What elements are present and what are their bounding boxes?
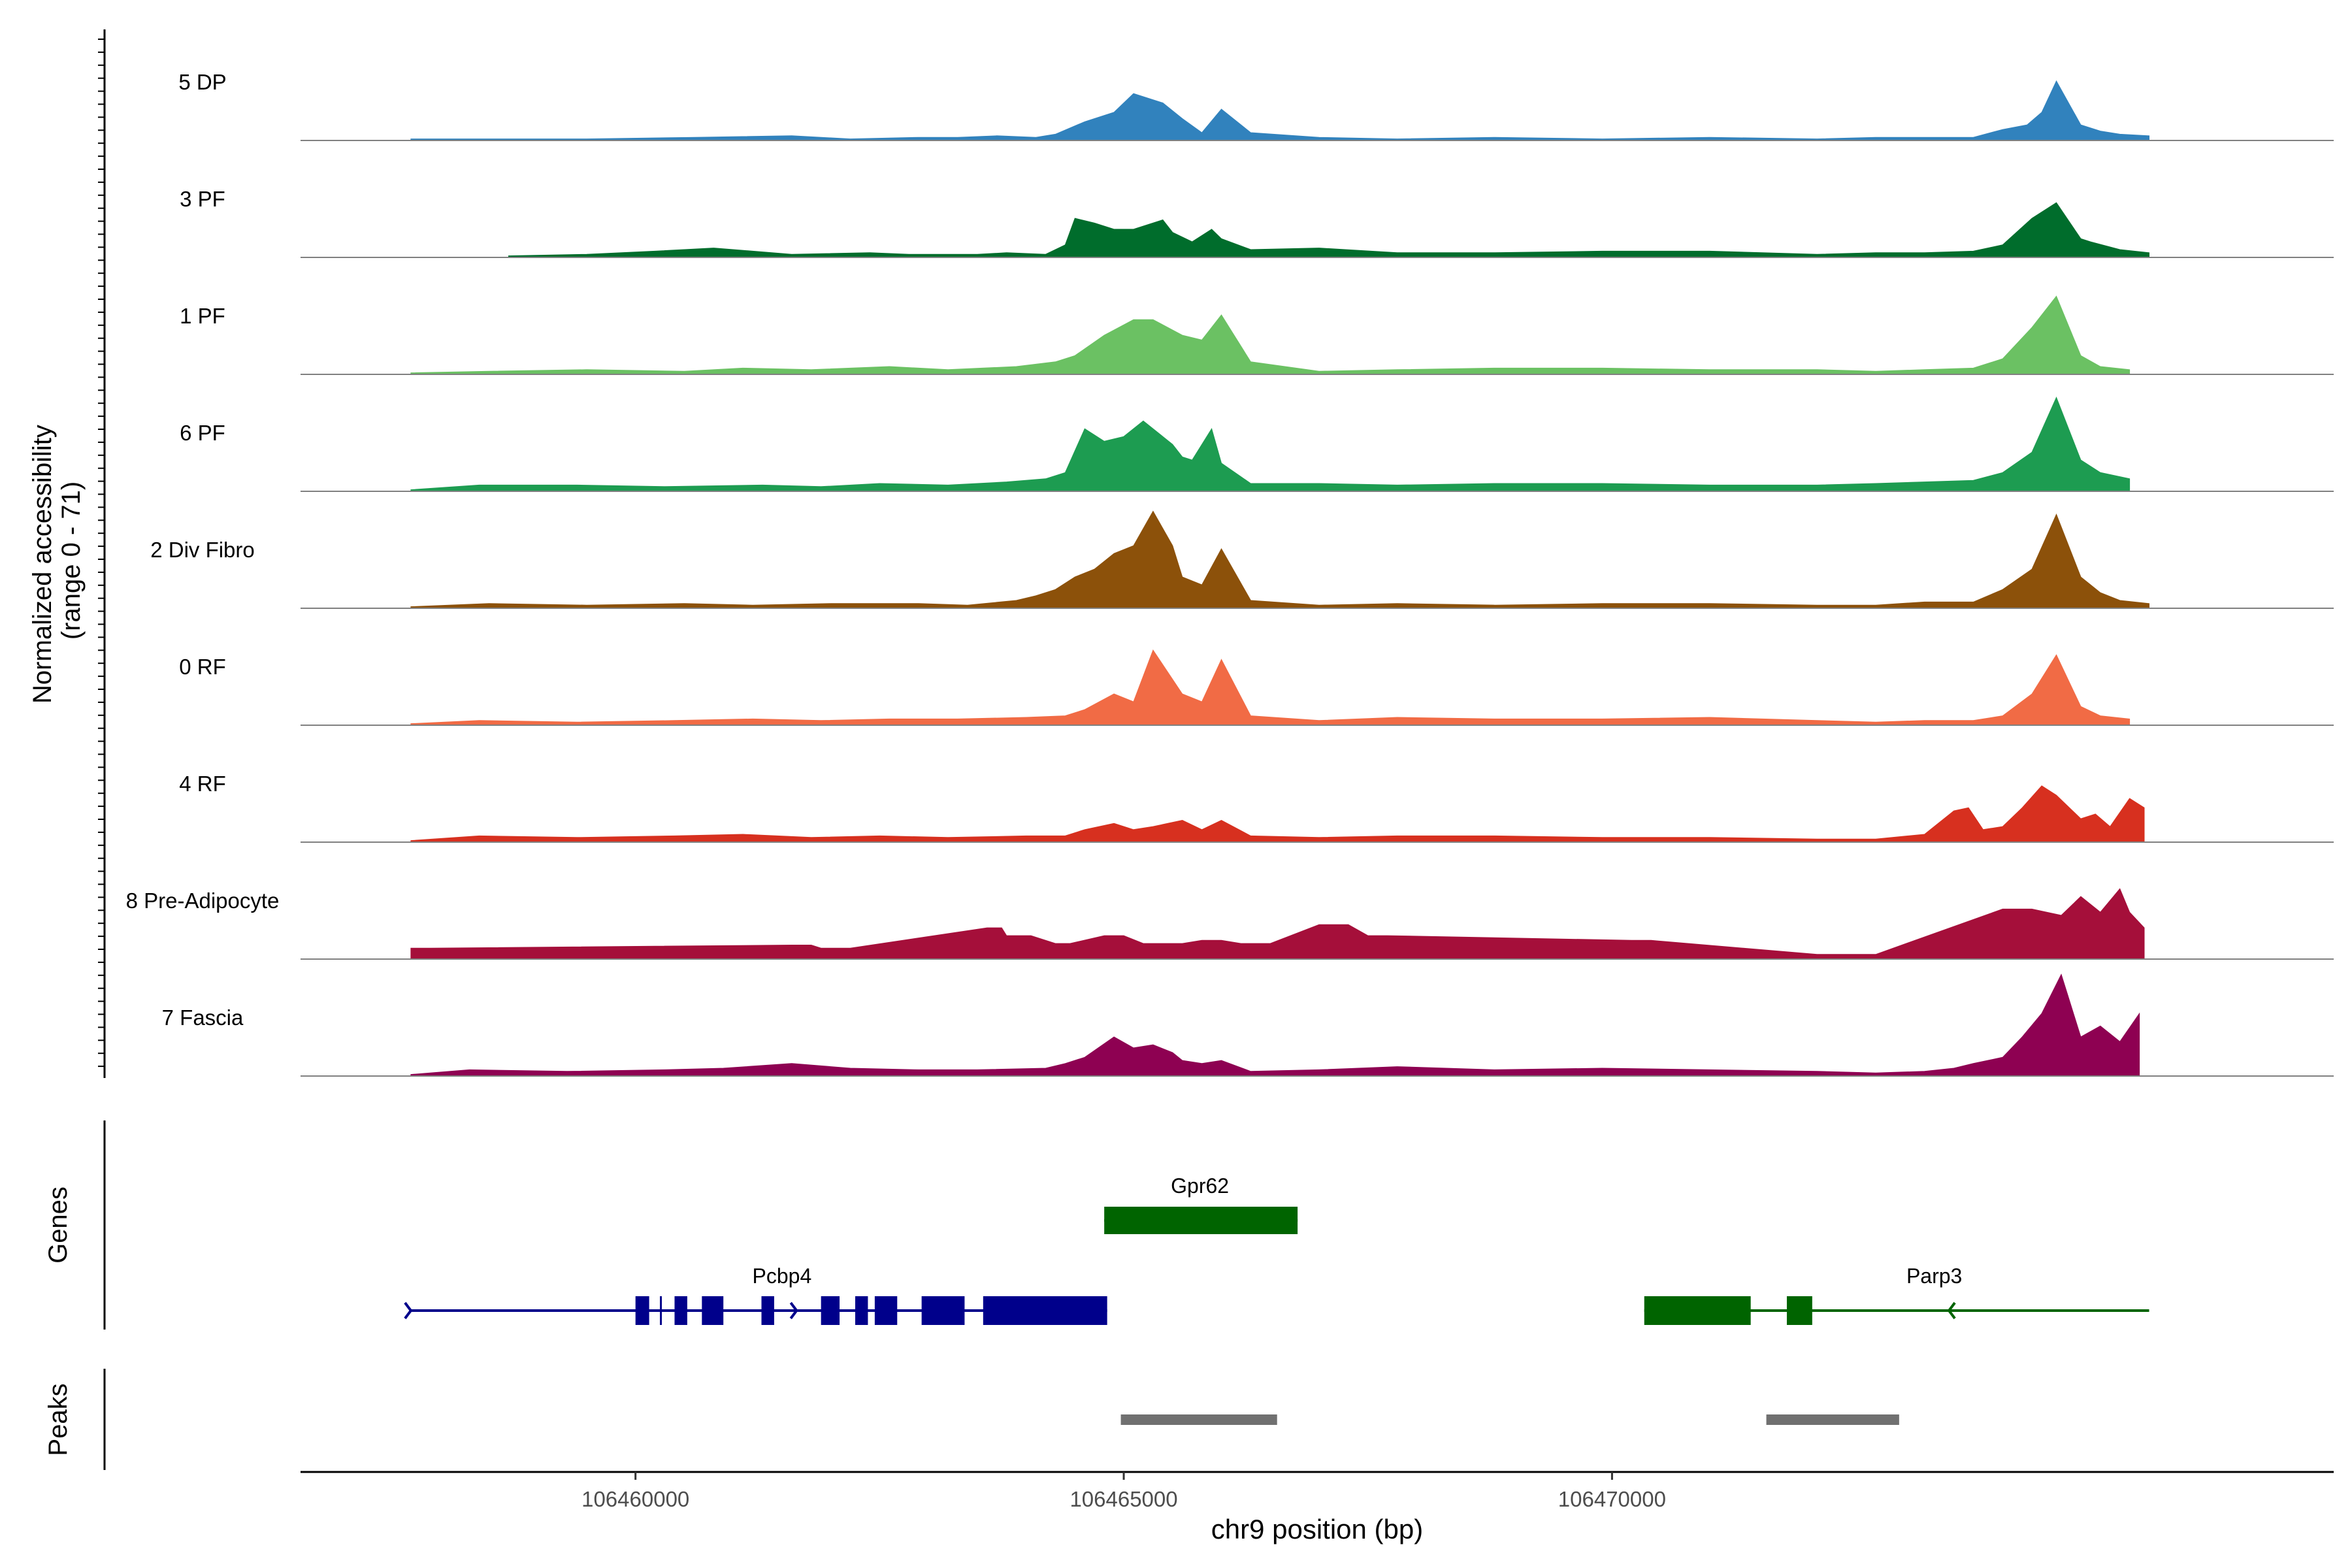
strand-arrow (1947, 1301, 1956, 1320)
y-axis-title-line-2: (range 0 - 71) (57, 482, 86, 640)
coverage-area (410, 973, 2140, 1077)
track-label: 2 Div Fibro (150, 538, 255, 562)
peak-region (1120, 1414, 1277, 1425)
coverage-area (410, 80, 2149, 141)
track-label: 0 RF (179, 655, 226, 679)
coverage-track (301, 973, 2334, 1077)
gene-models: Gpr62 Pcbp4 Parp3 (404, 1174, 2149, 1325)
gene-exon (1104, 1207, 1298, 1234)
track-label: 7 Fascia (162, 1005, 244, 1030)
y-axis-title-line-1: Normalized accessibility (28, 425, 57, 704)
x-tick-label: 106465000 (1070, 1487, 1177, 1511)
track-label: 8 Pre-Adipocyte (126, 889, 280, 913)
track-label: 3 PF (180, 187, 225, 211)
gene-exon (702, 1296, 724, 1325)
x-axis-title: chr9 position (bp) (1211, 1514, 1424, 1544)
gene-gpr62: Gpr62 (1104, 1174, 1298, 1234)
gene-exon (1786, 1296, 1812, 1325)
track-label: 5 DP (178, 70, 226, 94)
strand-arrow (789, 1301, 798, 1320)
coverage-track (301, 888, 2334, 960)
coverage-track (301, 649, 2334, 726)
gene-exon (855, 1296, 868, 1325)
peak-regions (1120, 1414, 1899, 1425)
coverage-track (301, 510, 2334, 609)
coverage-area (410, 510, 2149, 609)
track-label: 1 PF (180, 304, 225, 328)
peak-region (1766, 1414, 1899, 1425)
coverage-area (508, 202, 2149, 258)
x-tick-label: 106470000 (1558, 1487, 1666, 1511)
coverage-track (301, 80, 2334, 141)
tracks-area (301, 80, 2334, 1077)
peaks-panel-title: Peaks (44, 1383, 73, 1456)
gene-exon (983, 1296, 1107, 1325)
coverage-track (301, 295, 2334, 375)
gene-exon (1644, 1296, 1751, 1325)
x-tick-label: 106460000 (581, 1487, 689, 1511)
gene-pcbp4: Pcbp4 (404, 1264, 1107, 1325)
y-axis-title: Normalized accessibility (range 0 - 71) (28, 417, 86, 704)
genes-panel: Genes Gpr62 Pcbp4 Parp3 (44, 1120, 2149, 1330)
coverage-area (410, 888, 2145, 960)
coverage-track (301, 785, 2334, 843)
gene-exon (761, 1296, 774, 1325)
x-axis: 106460000 106465000 106470000 (301, 1471, 2334, 1511)
gene-exon (674, 1296, 687, 1325)
genes-panel-title: Genes (44, 1186, 73, 1264)
gene-exon (660, 1296, 662, 1325)
coverage-area (410, 649, 2131, 726)
y-axis (98, 29, 106, 1078)
coverage-track (301, 397, 2334, 492)
peaks-panel: Peaks (44, 1369, 1899, 1470)
gene-exon (821, 1296, 840, 1325)
strand-arrow (404, 1301, 413, 1320)
coverage-area (410, 397, 2131, 492)
track-label: 4 RF (179, 772, 226, 796)
track-label: 6 PF (180, 421, 225, 445)
gene-exon (921, 1296, 965, 1325)
gene-label: Gpr62 (1171, 1174, 1229, 1198)
gene-label: Pcbp4 (753, 1264, 812, 1288)
coverage-track (301, 202, 2334, 258)
track-labels: 5 DP 3 PF 1 PF 6 PF 2 Div Fibro 0 RF 4 R… (126, 70, 280, 1030)
gene-exon (635, 1296, 649, 1325)
gene-exon (874, 1296, 898, 1325)
coverage-area (410, 785, 2145, 843)
gene-parp3: Parp3 (1644, 1264, 2149, 1325)
gene-label: Parp3 (1906, 1264, 1962, 1288)
coverage-area (410, 295, 2131, 375)
